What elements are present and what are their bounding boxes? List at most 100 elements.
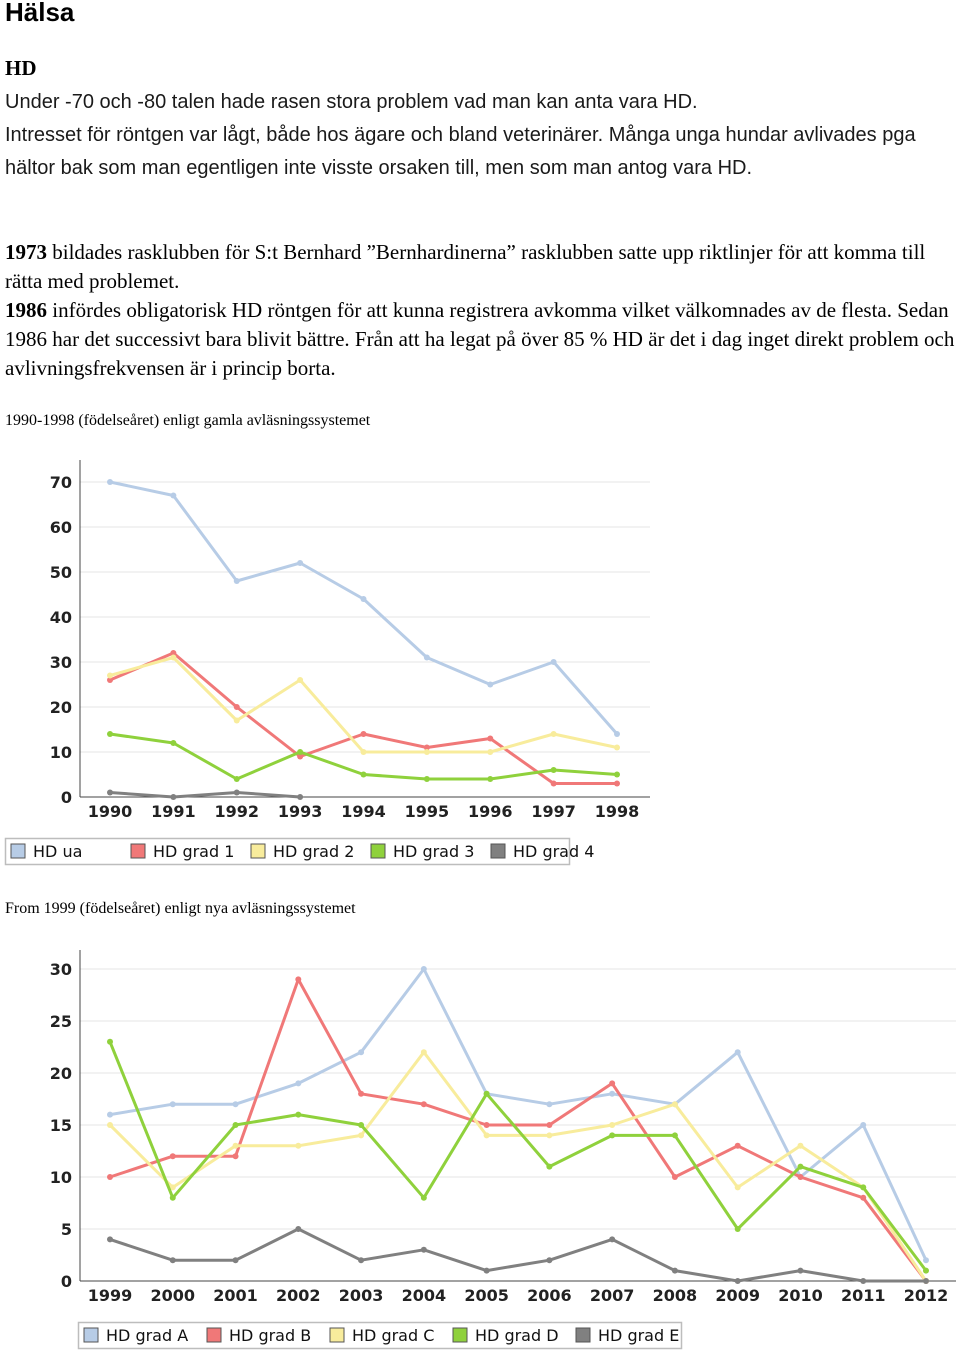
x-tick-label: 1997: [531, 802, 576, 821]
data-point: [483, 1090, 490, 1097]
data-point: [358, 1257, 365, 1264]
chart-1: 0 10 20 30 40 50 60 70 1990 1991 1992 1993 1994 1995 1…: [4, 460, 650, 866]
data-point: [550, 780, 557, 787]
history-text: bildades rasklubben för S:t Bernhard ”Be…: [5, 240, 926, 293]
legend-swatch: [10, 843, 26, 859]
data-point: [609, 1132, 616, 1139]
y-tick-label: 40: [50, 608, 72, 627]
data-point: [295, 1226, 302, 1232]
data-point: [550, 659, 557, 665]
x-tick-label: 2011: [841, 1286, 886, 1305]
y-tick-label: 10: [50, 743, 72, 762]
data-point: [423, 749, 430, 755]
legend-label: HD grad A: [106, 1326, 188, 1345]
legend-label: HD grad 1: [153, 842, 234, 861]
legend-box: [4, 837, 571, 866]
data-point: [420, 1246, 427, 1253]
legend-swatch: [452, 1327, 468, 1343]
data-point: [487, 735, 494, 742]
data-point: [233, 704, 240, 710]
data-point: [487, 776, 494, 782]
data-point: [232, 1122, 239, 1128]
legend-swatch: [130, 843, 146, 859]
data-point: [107, 1111, 113, 1118]
data-point: [358, 1132, 365, 1139]
intro-paragraph: Under -70 och -80 talen hade rasen stora…: [5, 86, 955, 185]
series-line: [109, 656, 618, 754]
x-tick-label: 2000: [151, 1286, 196, 1305]
data-point: [923, 1278, 929, 1284]
data-point: [169, 1194, 176, 1201]
history-year: 1973: [5, 240, 47, 264]
series-hd-grad-a: [107, 966, 929, 1264]
data-point: [550, 731, 557, 737]
x-tick-label: 2006: [527, 1286, 572, 1305]
legend-label: HD grad E: [598, 1326, 679, 1345]
history-year: 1986: [5, 298, 47, 322]
chart-2: 0 5 10 15 20 25 30 1999 2000 2001 2002 2003 2004 2005…: [50, 950, 956, 1350]
data-point: [107, 1236, 113, 1243]
data-point: [797, 1174, 804, 1180]
x-tick-label: 2003: [339, 1286, 384, 1305]
data-point: [734, 1142, 741, 1149]
y-tick-label: 30: [50, 960, 72, 979]
legend-swatch: [83, 1327, 99, 1343]
intro-line-1: Under -70 och -80 talen hade rasen stora…: [5, 91, 698, 113]
data-point: [360, 749, 367, 755]
data-point: [487, 749, 494, 755]
x-tick-label: 1993: [278, 802, 323, 821]
data-point: [358, 1049, 365, 1056]
history-text: infördes obligatorisk HD röntgen för att…: [5, 298, 955, 380]
data-point: [170, 654, 177, 661]
data-point: [546, 1163, 553, 1170]
series-line: [109, 480, 619, 735]
data-point: [420, 966, 427, 972]
x-tick-label: 2008: [653, 1286, 698, 1305]
data-point: [609, 1122, 616, 1128]
data-point: [860, 1122, 867, 1128]
data-point: [107, 479, 113, 485]
data-point: [797, 1163, 804, 1170]
data-point: [546, 1257, 553, 1264]
data-point: [297, 794, 304, 800]
data-point: [107, 1038, 113, 1045]
data-point: [297, 677, 304, 683]
series-hd-grad-c: [107, 1049, 929, 1284]
data-point: [233, 789, 240, 796]
x-tick-label: 2010: [778, 1286, 823, 1305]
legend-swatch: [575, 1327, 591, 1343]
data-point: [232, 1101, 239, 1108]
data-point: [420, 1049, 427, 1056]
data-point: [233, 776, 240, 782]
series-hd-grad-2: [107, 654, 620, 755]
data-point: [360, 731, 367, 737]
x-tick-label: 2009: [715, 1286, 760, 1305]
data-point: [614, 744, 620, 751]
data-point: [107, 1122, 113, 1128]
x-tick-label: 2001: [213, 1286, 258, 1305]
x-tick-label: 2004: [402, 1286, 447, 1305]
data-point: [614, 731, 620, 737]
data-point: [107, 731, 113, 737]
series-line: [108, 1050, 928, 1282]
y-tick-label: 50: [50, 563, 72, 582]
data-point: [546, 1101, 553, 1108]
x-tick-label: 1998: [595, 802, 640, 821]
data-point: [295, 1142, 302, 1149]
data-point: [107, 672, 113, 679]
data-point: [923, 1257, 929, 1264]
legend-label: HD grad 3: [393, 842, 474, 861]
series-hd-grad-d: [107, 1038, 929, 1274]
x-tick-label: 1994: [341, 802, 386, 821]
x-tick-label: 2012: [904, 1286, 949, 1305]
series-hd-ua: [107, 479, 620, 737]
data-point: [360, 596, 367, 602]
y-tick-label: 10: [50, 1168, 72, 1187]
data-point: [169, 1184, 176, 1191]
page-title: Hälsa: [5, 0, 75, 27]
data-point: [546, 1122, 553, 1128]
data-point: [297, 749, 304, 755]
data-point: [295, 1111, 302, 1118]
history-1986: 1986 infördes obligatorisk HD röntgen fö…: [5, 296, 955, 383]
data-point: [170, 794, 177, 800]
